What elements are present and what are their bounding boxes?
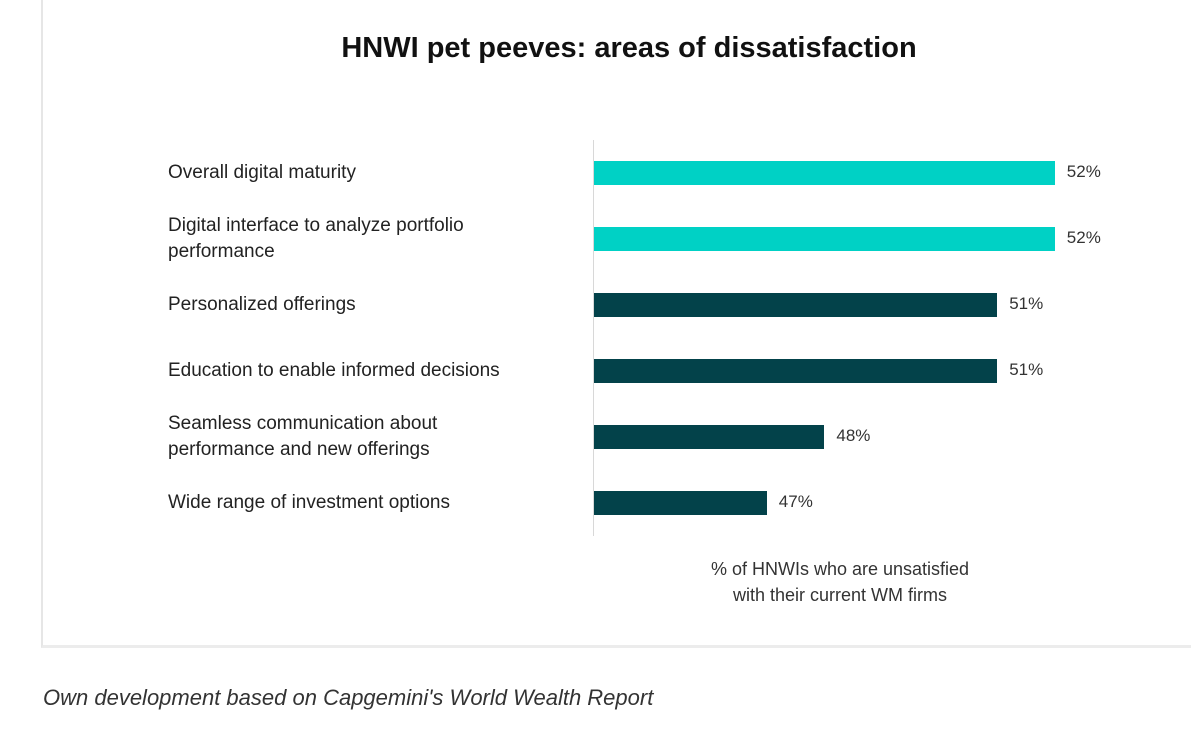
category-label-line: Education to enable informed decisions: [168, 360, 500, 381]
caption: Own development based on Capgemini's Wor…: [43, 685, 654, 710]
bar: [594, 293, 998, 317]
category-label-line: Overall digital maturity: [168, 162, 356, 183]
bar: [594, 161, 1055, 185]
bar: [594, 425, 825, 449]
x-axis-label: % of HNWIs who are unsatisfied with thei…: [640, 556, 1040, 608]
category-label: Overall digital maturity: [168, 160, 578, 186]
bar: [594, 227, 1055, 251]
x-axis-label-line: % of HNWIs who are unsatisfied: [710, 559, 970, 579]
category-label-line: Personalized offerings: [168, 294, 356, 315]
x-axis-label-line: with their current WM firms: [732, 585, 948, 605]
category-label: Seamless communication about performance …: [168, 411, 578, 463]
category-label: Education to enable informed decisions: [168, 358, 578, 384]
category-label-line: Seamless communication about: [168, 413, 438, 434]
bar: [594, 359, 998, 383]
category-label-line: Digital interface to analyze portfolio: [168, 215, 464, 236]
y-axis-line: [593, 140, 594, 536]
category-label-line: performance and new offerings: [168, 439, 430, 460]
data-label: 48%: [836, 426, 871, 445]
category-label: Wide range of investment options: [168, 490, 578, 516]
chart-panel: [41, 0, 1191, 648]
data-label: 47%: [778, 492, 813, 511]
data-label: 51%: [1009, 294, 1044, 313]
data-label: 52%: [1066, 228, 1101, 247]
category-label: Digital interface to analyze portfolio pe…: [168, 213, 578, 265]
category-label-line: Wide range of investment options: [168, 492, 450, 513]
data-label: 52%: [1066, 162, 1101, 181]
category-label: Personalized offerings: [168, 292, 578, 318]
bar: [594, 491, 767, 515]
data-label: 51%: [1009, 360, 1044, 379]
category-label-line: performance: [168, 241, 275, 262]
chart-title: HNWI pet peeves: areas of dissatisfactio…: [341, 32, 917, 64]
